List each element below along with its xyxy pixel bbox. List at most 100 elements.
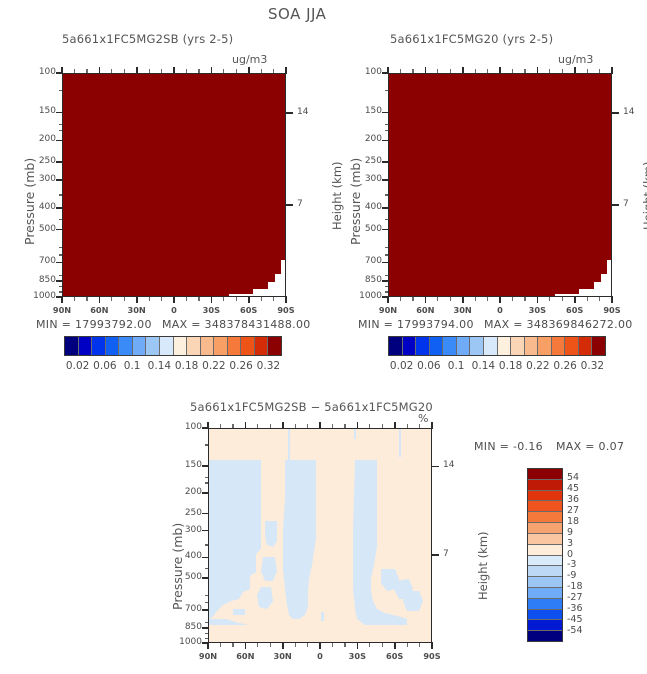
y-tick-mark xyxy=(202,627,209,629)
right-colorbar-band-12 xyxy=(551,337,566,355)
y-minor-tick xyxy=(205,567,209,570)
diff-panel-plot[interactable] xyxy=(208,428,432,643)
x-tick-mark-top xyxy=(461,67,464,74)
x-tick-mark-top xyxy=(98,67,101,74)
x-tick-mark-bottom xyxy=(210,296,213,303)
right-panel-fill xyxy=(389,74,611,296)
difference-colorbar-tick-label-neg3: -3 xyxy=(567,559,577,571)
y2-tick-mark xyxy=(611,112,619,114)
right-colorbar[interactable] xyxy=(388,336,606,356)
x-minor-tick-top xyxy=(148,69,150,74)
y2-tick-mark xyxy=(285,204,293,206)
x-tick-label-90S: 90S xyxy=(603,305,621,315)
y-tick-mark xyxy=(56,161,63,164)
diff-panel-max-label: MAX = 0.07 xyxy=(556,440,625,453)
x-minor-tick-bottom xyxy=(598,296,601,301)
x-minor-tick-top xyxy=(198,69,200,74)
right-panel-title: 5a661x1FC5MG20 (yrs 2-5) xyxy=(390,32,554,46)
x-tick-mark-bottom xyxy=(61,296,63,303)
left-colorbar-tick-label-0.32: 0.32 xyxy=(256,360,281,372)
difference-colorbar-band-9 xyxy=(528,566,562,578)
y-tick-label-1000: 1000 xyxy=(33,291,56,301)
difference-colorbar-tick-label-neg18: -18 xyxy=(567,581,583,593)
y-minor-tick xyxy=(59,90,63,92)
y-tick-mark xyxy=(382,72,389,74)
x-tick-mark-top xyxy=(244,422,247,429)
x-minor-tick-top xyxy=(306,424,309,429)
y-tick-mark xyxy=(382,111,389,114)
y-tick-label-200: 200 xyxy=(184,486,202,497)
y-tick-label-850: 850 xyxy=(184,621,202,632)
left-panel-fill xyxy=(63,74,285,296)
y-tick-mark xyxy=(202,556,209,559)
y-tick-mark xyxy=(202,642,209,644)
right-colorbar-band-2 xyxy=(416,337,430,355)
x-minor-tick-top xyxy=(294,424,296,429)
left-colorbar-band-15 xyxy=(268,337,281,355)
y-tick-label-250: 250 xyxy=(184,507,202,518)
x-tick-label-30N: 30N xyxy=(127,305,146,315)
y-minor-tick xyxy=(59,124,63,126)
difference-colorbar-tick-label-neg9: -9 xyxy=(567,570,577,582)
right-colorbar-tick-label-0.18: 0.18 xyxy=(498,360,523,372)
difference-colorbar-tick-label-27: 27 xyxy=(567,505,580,516)
y-tick-mark xyxy=(56,207,63,209)
left-panel-missing-region xyxy=(229,260,285,296)
x-tick-label-0: 0 xyxy=(497,305,503,315)
x-minor-tick-bottom xyxy=(160,296,163,301)
x-tick-mark-bottom xyxy=(536,296,539,303)
x-tick-mark-bottom xyxy=(431,642,433,649)
diff-panel-units: % xyxy=(418,412,429,425)
x-tick-mark-top xyxy=(536,67,539,74)
y-tick-mark xyxy=(382,179,389,181)
left-colorbar-band-2 xyxy=(92,337,106,355)
x-minor-tick-bottom xyxy=(148,296,150,301)
y-tick-label-700: 700 xyxy=(38,256,56,267)
y-minor-tick xyxy=(205,476,209,479)
x-tick-mark-top xyxy=(356,422,359,429)
x-tick-mark-bottom xyxy=(244,642,247,649)
y2-tick-label-14: 14 xyxy=(443,460,455,471)
y-minor-tick xyxy=(205,637,209,639)
y-minor-tick xyxy=(59,274,63,276)
diff-panel-min-label: MIN = -0.16 xyxy=(474,440,543,453)
y-tick-label-250: 250 xyxy=(38,156,56,167)
difference-colorbar-band-8 xyxy=(528,555,562,567)
left-colorbar-tick-label-0.02: 0.02 xyxy=(65,360,90,372)
x-minor-tick-bottom xyxy=(260,296,262,301)
left-colorbar[interactable] xyxy=(64,336,282,356)
y-minor-tick xyxy=(385,194,389,196)
right-colorbar-tick-label-0.26: 0.26 xyxy=(553,360,577,372)
right-panel-plot[interactable] xyxy=(388,73,612,297)
right-colorbar-band-8 xyxy=(497,337,512,355)
y-minor-tick xyxy=(385,254,389,256)
left-panel-min-label: MIN = 17993792.00 xyxy=(36,318,152,331)
difference-colorbar[interactable] xyxy=(527,468,563,642)
x-minor-tick-top xyxy=(344,424,346,429)
x-minor-tick-top xyxy=(123,69,125,74)
left-colorbar-tick-label-0.22: 0.22 xyxy=(202,360,226,372)
x-minor-tick-bottom xyxy=(381,642,383,647)
difference-colorbar-band-1 xyxy=(528,479,562,491)
y-tick-label-400: 400 xyxy=(38,201,56,212)
y-minor-tick xyxy=(59,254,63,256)
x-minor-tick-bottom xyxy=(294,642,296,647)
y-tick-mark xyxy=(56,261,63,264)
x-minor-tick-top xyxy=(561,69,563,74)
y-minor-tick xyxy=(205,544,209,546)
y-tick-label-200: 200 xyxy=(38,134,56,145)
x-tick-mark-bottom xyxy=(285,296,287,303)
x-minor-tick-bottom xyxy=(406,642,408,647)
right-colorbar-tick-label-0.22: 0.22 xyxy=(526,360,550,372)
x-minor-tick-top xyxy=(399,69,402,74)
x-tick-label-0: 0 xyxy=(171,305,177,315)
left-panel-plot[interactable] xyxy=(62,73,286,297)
y2-tick-label-7: 7 xyxy=(623,198,629,209)
x-tick-label-60N: 60N xyxy=(90,305,109,315)
y-tick-mark xyxy=(202,512,209,515)
x-minor-tick-bottom xyxy=(235,296,237,301)
x-tick-mark-bottom xyxy=(573,296,576,303)
y-tick-mark xyxy=(56,139,63,142)
x-tick-mark-bottom xyxy=(424,296,427,303)
y-minor-tick xyxy=(385,124,389,126)
